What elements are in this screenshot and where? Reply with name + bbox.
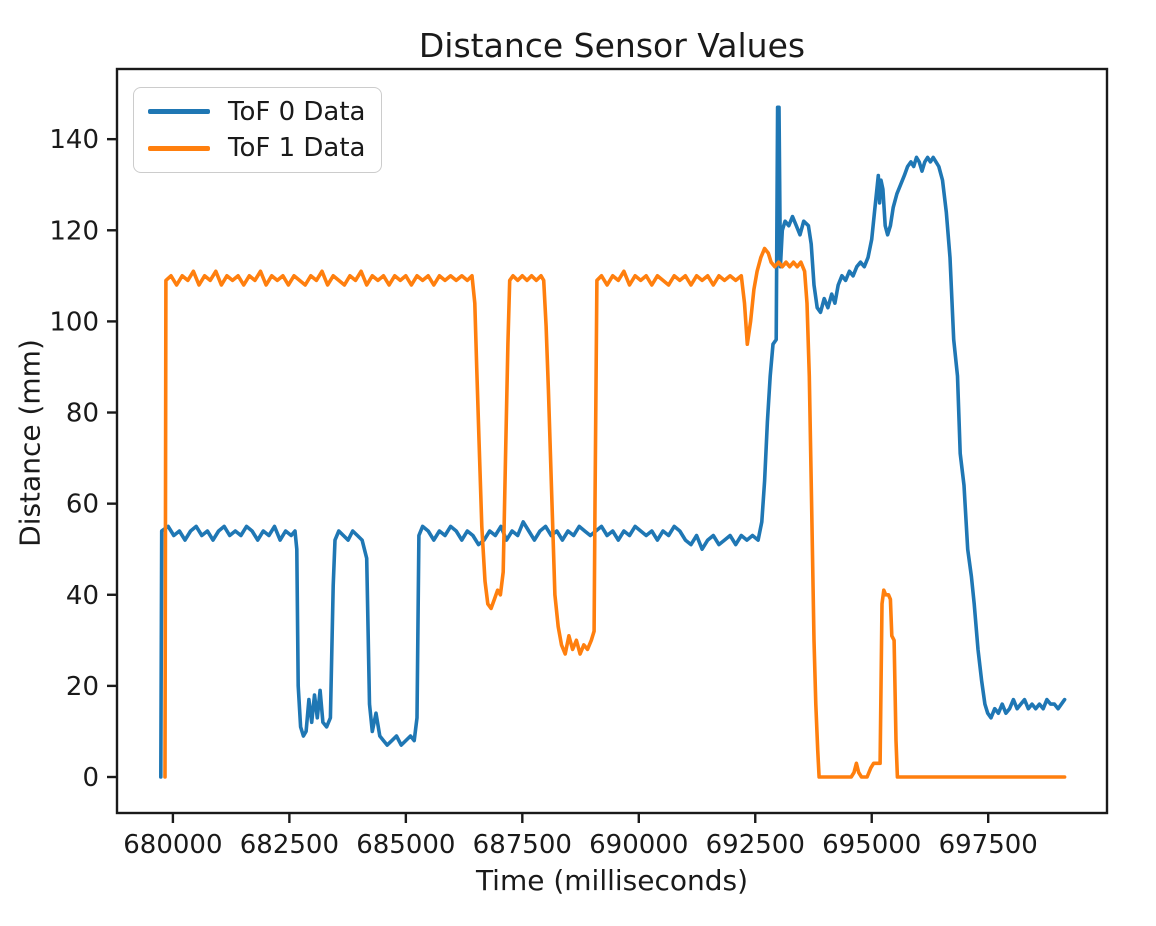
legend-item-tof1: ToF 1 Data: [134, 133, 381, 163]
y-tick-label: 60: [66, 490, 99, 520]
y-axis-label: Distance (mm): [13, 339, 47, 547]
x-tick-label: 682500: [240, 830, 339, 860]
chart-title: Distance Sensor Values: [418, 26, 806, 65]
x-tick-label: 690000: [589, 830, 688, 860]
y-tick-label: 140: [49, 125, 99, 155]
y-tick-label: 0: [82, 763, 99, 793]
legend-label-tof0: ToF 0 Data: [228, 96, 366, 127]
legend-line-swatch-tof0: [148, 109, 210, 115]
x-tick-label: 692500: [706, 830, 805, 860]
x-tick-label: 687500: [473, 830, 572, 860]
y-tick-label: 20: [66, 672, 99, 702]
axes-frame: [115, 67, 1109, 815]
y-tick-label: 40: [66, 581, 99, 611]
legend-label-tof1: ToF 1 Data: [228, 133, 366, 164]
y-tick-label: 120: [49, 216, 99, 246]
legend-item-tof0: ToF 0 Data: [134, 97, 381, 127]
legend-line-swatch-tof1: [148, 145, 210, 151]
legend: ToF 0 Data ToF 1 Data: [133, 87, 382, 173]
y-tick-label: 100: [49, 307, 99, 337]
x-tick-label: 695000: [822, 830, 921, 860]
x-tick-label: 685000: [356, 830, 455, 860]
x-tick-label: 680000: [123, 830, 222, 860]
y-tick-label: 80: [66, 399, 99, 429]
series-line-1: [163, 246, 1067, 779]
x-axis-label: Time (milliseconds): [475, 864, 749, 897]
x-tick-label: 697500: [939, 830, 1038, 860]
series-line-0: [159, 105, 1067, 779]
